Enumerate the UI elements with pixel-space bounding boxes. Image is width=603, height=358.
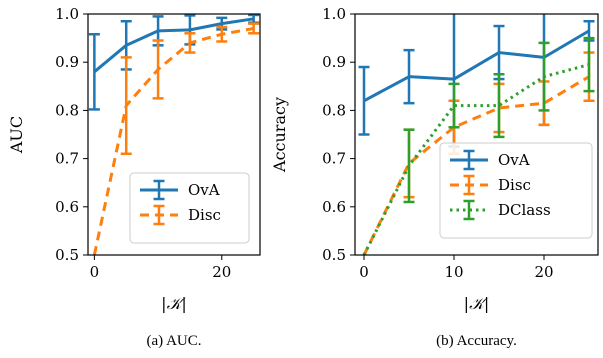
error-bar (583, 36, 595, 93)
y-tick-label: 0.6 (322, 198, 346, 216)
y-tick-label: 0.9 (322, 53, 346, 71)
error-bar (448, 82, 460, 129)
y-tick-label: 0.5 (322, 246, 346, 264)
x-tick-label: 0 (90, 263, 100, 281)
x-tick-label: 0 (359, 263, 369, 281)
series-line-disc (92, 26, 254, 255)
chart-caption: (a) AUC. (147, 333, 202, 349)
error-bar (152, 39, 164, 100)
legend-label-dclass: DClass (498, 201, 551, 219)
x-tick-label: 20 (212, 263, 231, 281)
chart-panel-2: 0.5 0.6 0.7 0.8 0.9 1.0 0 10 20 |𝒦| Accuracy (b) Ac… (270, 5, 599, 349)
error-bar (538, 41, 550, 112)
y-tick-label: 0.9 (55, 53, 79, 71)
legend-label-ova: OvA (498, 151, 530, 169)
x-tick-label: 10 (444, 263, 463, 281)
x-tick-label: 20 (534, 263, 553, 281)
legend-label-ova: OvA (188, 181, 220, 199)
legend-label-disc: Disc (188, 206, 221, 224)
legend: OvA Disc (129, 172, 250, 244)
series-line-dclass (362, 63, 590, 255)
y-tick-label: 1.0 (55, 5, 79, 23)
series-ova (358, 14, 595, 148)
error-bar (216, 25, 228, 43)
x-axis-label: |𝒦| (464, 294, 490, 313)
series-dclass (362, 36, 595, 255)
y-tick-label: 0.6 (55, 198, 79, 216)
error-bar (184, 32, 196, 54)
error-bar (403, 128, 415, 204)
series-line-ova (363, 29, 590, 103)
error-bar (248, 22, 260, 35)
error-bar (403, 48, 415, 105)
error-bar (88, 32, 100, 111)
y-tick-label: 0.7 (55, 150, 79, 168)
legend-box (439, 142, 593, 239)
y-tick-label: 0.5 (55, 246, 79, 264)
error-bar (358, 65, 370, 136)
y-axis-label: Accuracy (270, 97, 289, 173)
y-tick-label: 1.0 (322, 5, 346, 23)
series-disc (92, 22, 260, 255)
plot-area (88, 14, 260, 255)
y-tick-label: 0.8 (55, 101, 79, 119)
error-bar (493, 73, 505, 139)
y-tick-label: 0.7 (322, 150, 346, 168)
series-line-ova (93, 17, 254, 73)
error-bar (120, 56, 132, 156)
chart-panel-1: 0.5 0.6 0.7 0.8 0.9 1.0 0 20 |𝒦| AUC (a) AUC. OvA Di… (7, 5, 261, 349)
legend: OvA Disc DClass (439, 142, 593, 239)
y-tick-label: 0.8 (322, 101, 346, 119)
axes-frame (87, 13, 261, 256)
y-axis-label: AUC (7, 116, 26, 154)
axes-frame (354, 13, 599, 256)
legend-label-disc: Disc (498, 176, 531, 194)
series-ova (88, 14, 260, 111)
chart-caption: (b) Accuracy. (436, 333, 517, 349)
x-axis-label: |𝒦| (161, 294, 187, 313)
series-line-disc (362, 75, 590, 255)
